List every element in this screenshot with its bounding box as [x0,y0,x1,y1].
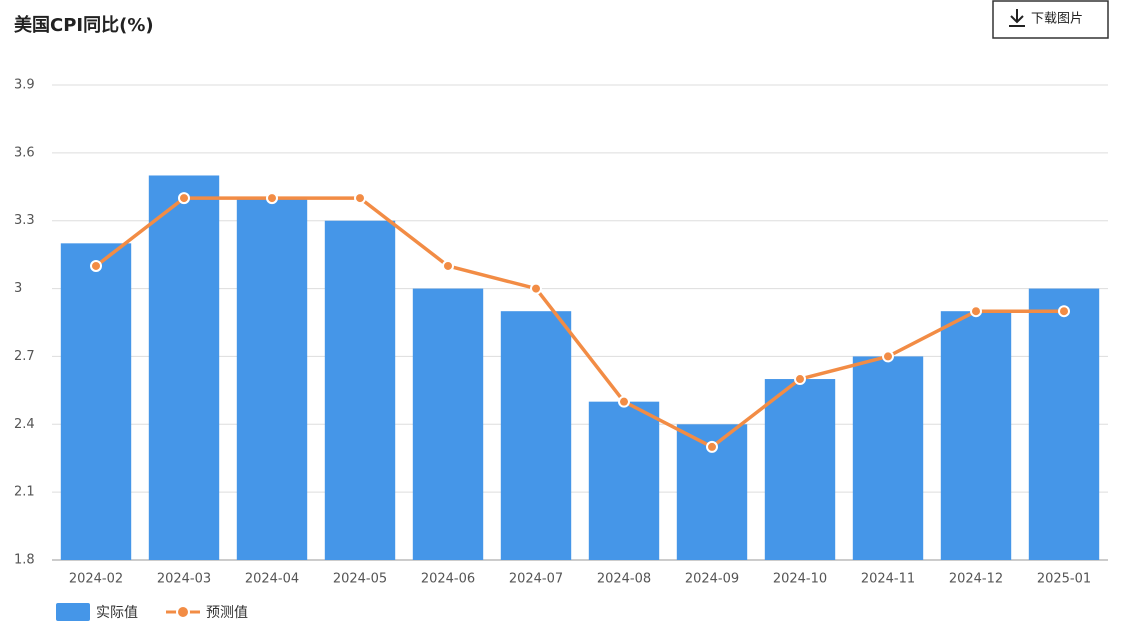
bar [764,379,836,560]
x-tick-label: 2024-08 [597,572,651,587]
download-button[interactable]: 下载图片 [992,0,1109,39]
button-label[interactable]: 下载图片 [1031,12,1083,27]
x-tick-label: 2024-04 [245,572,299,587]
bar [1028,288,1100,560]
x-tick-label: 2024-07 [509,572,563,587]
bar [940,311,1012,560]
button-frame[interactable] [992,0,1109,39]
y-tick-label: 2.4 [14,417,35,432]
line-marker [1058,305,1070,318]
x-tick-label: 2024-12 [949,572,1003,587]
bar [324,220,396,560]
line-marker [794,373,806,386]
line-marker [970,305,982,318]
line-marker [354,192,366,205]
y-tick-label: 1.8 [14,553,35,568]
legend-label: 预测值 [206,605,248,621]
legend-swatch [176,605,190,619]
bar [852,356,924,560]
bar [412,288,484,560]
line-marker [90,259,102,272]
y-tick-label: 3.6 [14,145,35,160]
x-tick-label: 2024-10 [773,572,827,587]
x-tick-label: 2024-06 [421,572,475,587]
bar [60,243,132,561]
legend-label: 实际值 [96,605,138,621]
y-tick-label: 2.1 [14,485,35,500]
y-tick-label: 2.7 [14,349,35,364]
x-tick-label: 2024-03 [157,572,211,587]
bar [148,175,220,560]
y-tick-label: 3.9 [14,78,35,93]
line-marker [266,192,278,205]
chart-title: 美国CPI同比(%) [14,14,154,36]
x-tick-label: 2025-01 [1037,572,1091,587]
bar [236,198,308,560]
x-tick-label: 2024-02 [69,572,123,587]
line-marker [178,192,190,205]
y-tick-label: 3 [14,281,22,296]
line-marker [530,282,542,295]
line-marker [618,395,630,408]
x-tick-label: 2024-05 [333,572,387,587]
line-marker [882,350,894,363]
legend-swatch [56,603,90,621]
bar [500,311,572,560]
line-marker [442,259,454,272]
line-marker [706,440,718,453]
line [94,196,1064,449]
y-tick-label: 3.3 [14,213,35,228]
download-icon[interactable] [1009,9,1025,27]
x-tick-label: 2024-11 [861,572,915,587]
x-tick-label: 2024-09 [685,572,739,587]
bar [588,401,660,560]
